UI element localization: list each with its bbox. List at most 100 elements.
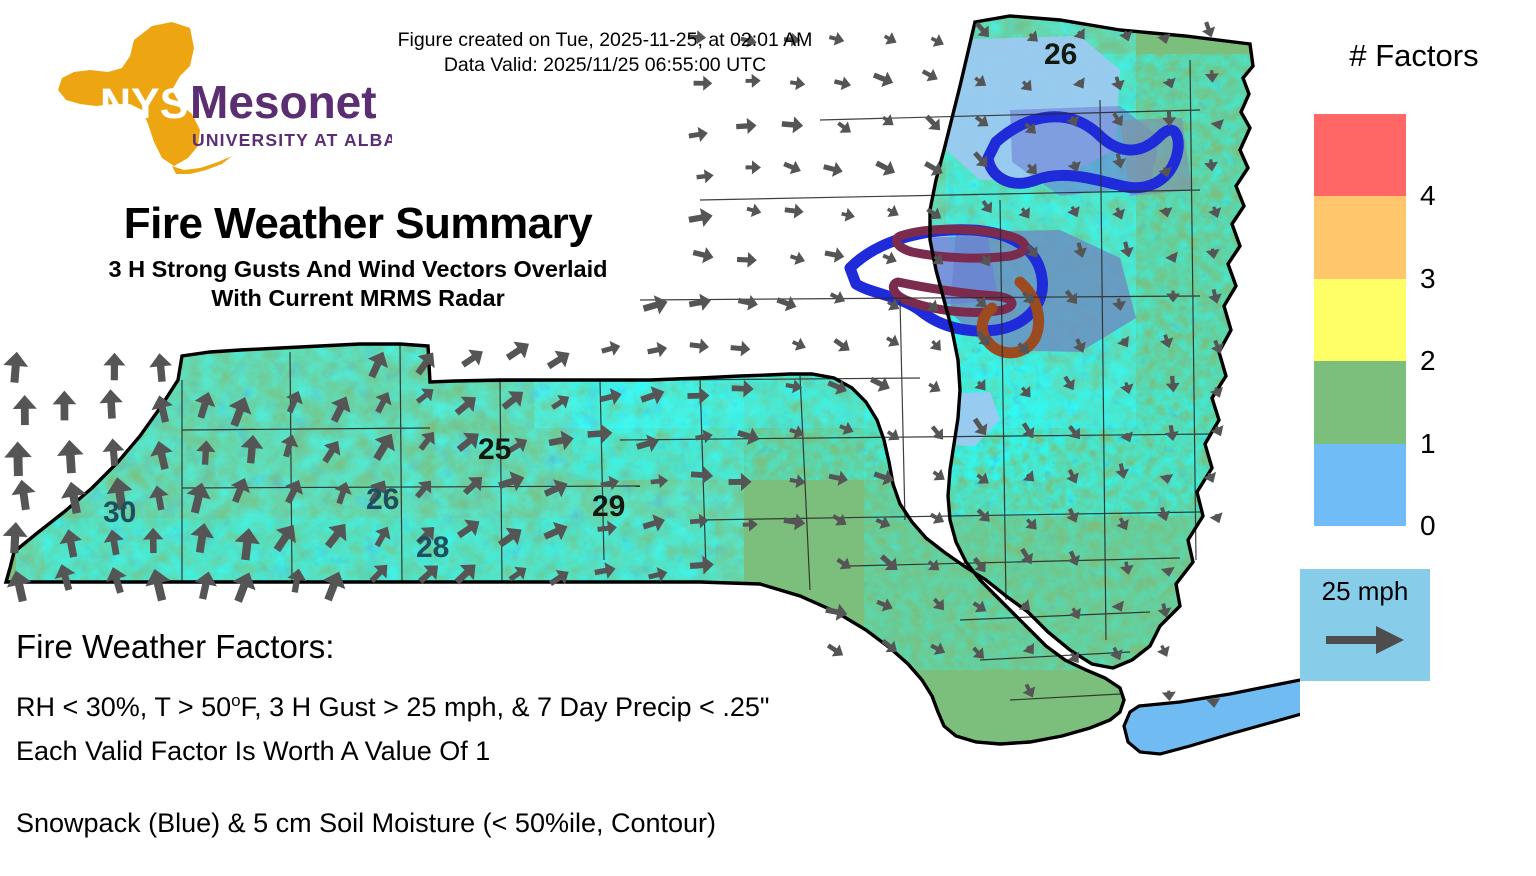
wind-vector xyxy=(415,388,434,404)
wind-vector xyxy=(1066,468,1079,484)
wind-vector xyxy=(781,116,804,134)
wind-vector xyxy=(102,438,125,467)
colorbar-tick-3: 3 xyxy=(1420,262,1436,294)
wind-vector xyxy=(416,527,435,545)
wind-vector xyxy=(839,421,854,435)
wind-vector xyxy=(1066,507,1079,523)
wind-vector xyxy=(1160,566,1175,577)
wind-vector xyxy=(825,603,848,621)
wind-vector xyxy=(836,557,851,570)
wind-vector xyxy=(976,508,990,522)
wind-vector xyxy=(1206,697,1221,708)
wind-vector xyxy=(1209,512,1223,524)
wind-vector xyxy=(973,151,988,167)
wind-vector xyxy=(507,437,528,454)
wind-vector xyxy=(789,425,805,439)
wind-vector xyxy=(1210,119,1224,130)
wind-vector xyxy=(690,466,714,484)
wind-vector xyxy=(1111,76,1125,91)
wind-vector xyxy=(882,251,897,265)
wind-vector xyxy=(972,417,988,436)
colorbar-tick-0: 0 xyxy=(1420,510,1436,541)
wind-vector xyxy=(642,295,668,315)
wind-vector xyxy=(1019,386,1031,398)
wind-vector xyxy=(974,379,986,391)
page-subtitle: 3 H Strong Gusts And Wind Vectors Overla… xyxy=(28,255,688,313)
wind-vector xyxy=(594,562,616,579)
wind-vector xyxy=(99,389,123,419)
wind-vector xyxy=(599,388,622,406)
wind-vector xyxy=(1165,251,1178,263)
wind-vector xyxy=(1025,163,1037,175)
wind-vector xyxy=(1026,30,1038,42)
wind-vector xyxy=(736,251,757,268)
wind-vector xyxy=(546,350,570,370)
wind-vector xyxy=(287,568,307,593)
factors-colorbar xyxy=(1314,114,1406,526)
wind-vector xyxy=(1021,422,1035,439)
wind-vector xyxy=(543,522,568,541)
soil-contour-north xyxy=(982,111,1184,194)
wind-vector xyxy=(972,600,987,613)
map-canvas: 26 25 26 30 28 29 xyxy=(2,14,1300,756)
wind-vector xyxy=(1162,77,1176,89)
wind-vector xyxy=(1073,338,1086,353)
wind-vector xyxy=(505,341,529,361)
wind-vector xyxy=(597,520,617,536)
factors-heading: Fire Weather Factors: xyxy=(16,628,335,665)
wind-vector xyxy=(1115,463,1129,479)
wind-key-label: 25 mph xyxy=(1321,576,1409,606)
wind-vector xyxy=(883,32,897,45)
wind-vector xyxy=(1165,375,1180,393)
wind-vector xyxy=(978,254,991,267)
wind-vector xyxy=(980,200,993,214)
wind-vector xyxy=(1157,603,1172,618)
wind-vector xyxy=(745,73,761,88)
wind-vector xyxy=(1067,205,1080,218)
colorbar-tick-4: 4 xyxy=(1420,180,1436,212)
wind-vector xyxy=(1020,79,1032,91)
wind-vector xyxy=(1022,291,1035,304)
wind-vector xyxy=(375,392,392,414)
wind-vector xyxy=(1067,651,1080,664)
wind-vector xyxy=(828,470,848,486)
wind-vector xyxy=(1067,161,1081,172)
wind-vector xyxy=(924,114,941,131)
wind-vector xyxy=(1018,207,1030,219)
wind-vector xyxy=(150,440,173,471)
page-subtitle-line2: With Current MRMS Radar xyxy=(211,285,505,311)
wind-vector xyxy=(551,395,570,410)
boundary-layer xyxy=(3,14,1300,756)
wind-vector xyxy=(926,207,942,220)
wind-vector xyxy=(695,429,713,444)
wind-vector xyxy=(791,337,806,351)
wind-vector xyxy=(730,340,751,357)
wind-vector xyxy=(143,527,164,554)
wind-vector xyxy=(688,126,708,142)
wind-vector xyxy=(776,296,797,312)
soil-moisture-contours xyxy=(844,111,1184,359)
wind-vector xyxy=(932,597,945,611)
wind-vector xyxy=(151,395,173,423)
wind-vector xyxy=(1067,550,1081,566)
wind-vector xyxy=(1209,386,1223,398)
wind-vector xyxy=(322,441,341,464)
criteria-post-text: F, 3 H Gust > 25 mph, & 7 Day Precip < .… xyxy=(240,692,770,722)
soil-contour-brown xyxy=(976,276,1045,359)
wind-vector xyxy=(688,30,706,45)
wind-vector xyxy=(1026,244,1038,258)
nys-mesonet-logo: NYS Mesonet UNIVERSITY AT ALBANY xyxy=(22,18,392,178)
wind-vector xyxy=(1073,242,1088,258)
logo-tagline-text: UNIVERSITY AT ALBANY xyxy=(192,130,392,150)
wind-vector xyxy=(784,203,804,219)
logo-nys-text: NYS xyxy=(100,80,188,128)
wind-vector xyxy=(974,115,989,127)
wind-vector xyxy=(832,513,847,526)
wind-vector xyxy=(687,387,710,405)
wind-vector xyxy=(1210,425,1224,437)
wind-vector xyxy=(149,353,173,383)
wind-vector xyxy=(976,472,989,484)
wind-vector xyxy=(190,522,215,554)
wind-vector xyxy=(1111,112,1124,126)
wind-vector xyxy=(194,571,217,600)
